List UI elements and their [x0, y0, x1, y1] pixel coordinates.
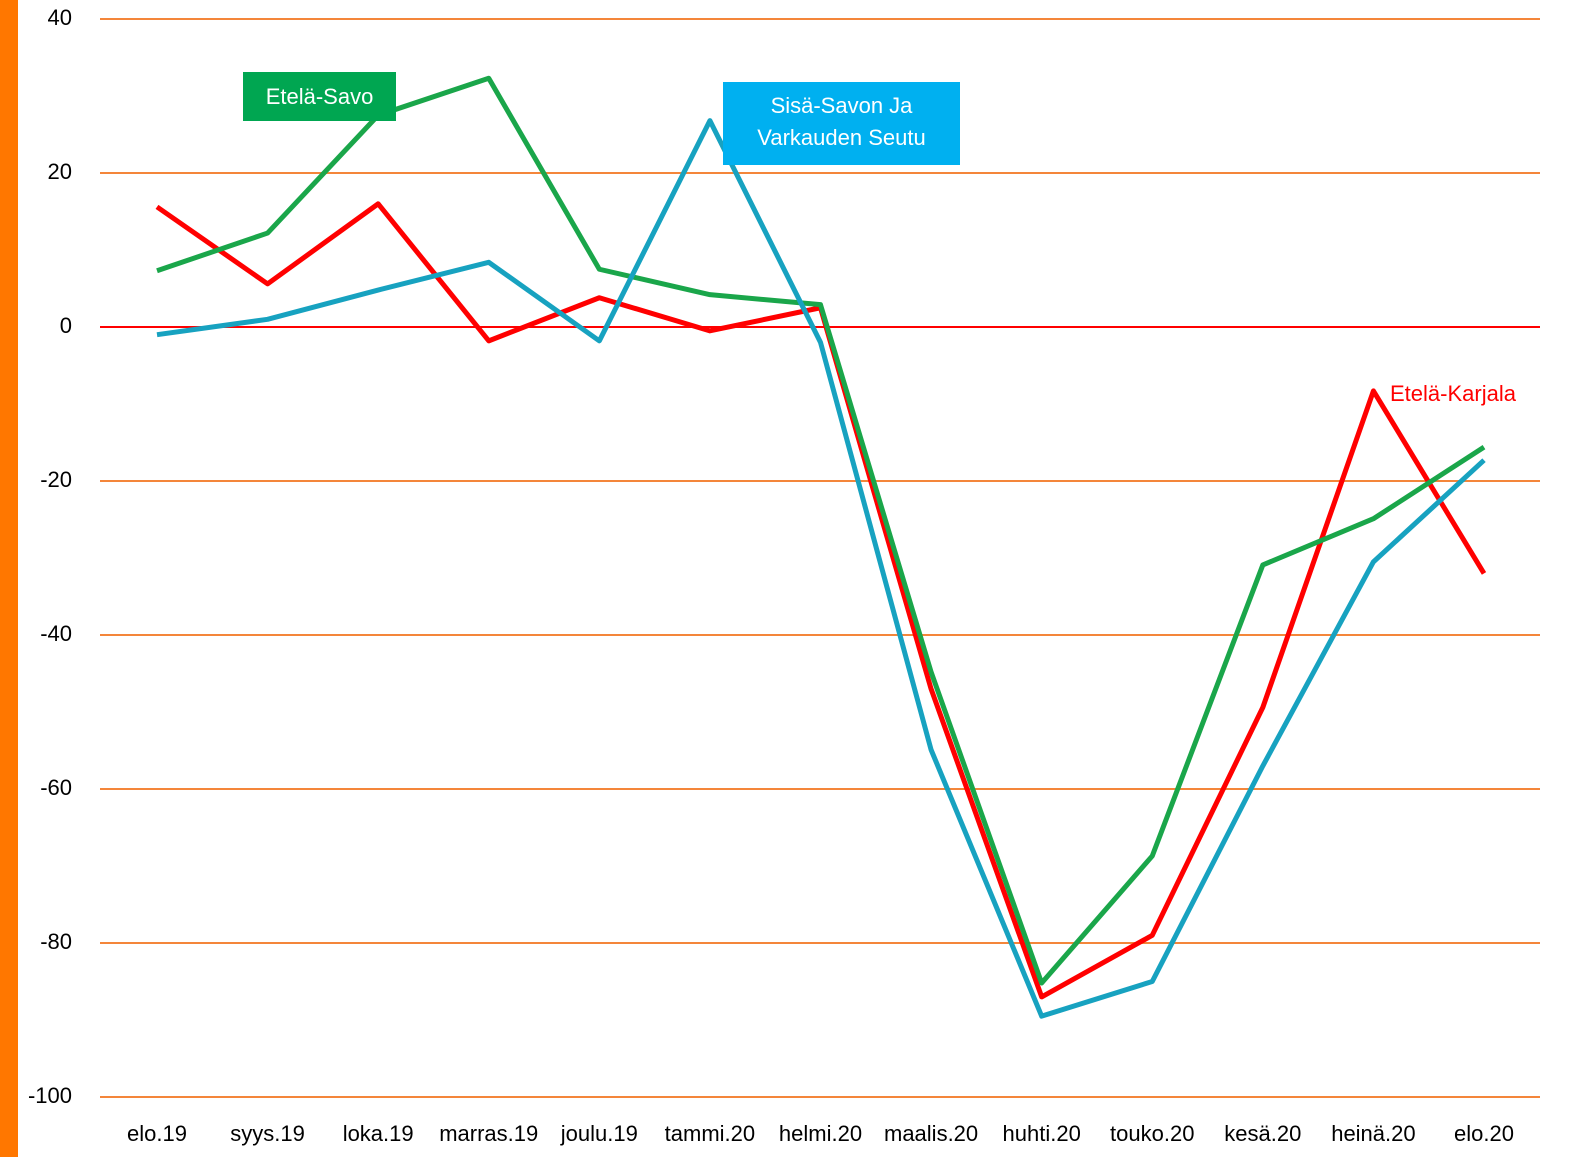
- y-tick-label: -80: [40, 929, 72, 954]
- x-tick-label: heinä.20: [1331, 1121, 1415, 1146]
- x-tick-label: syys.19: [230, 1121, 305, 1146]
- x-tick-label: joulu.19: [560, 1121, 638, 1146]
- y-tick-label: -60: [40, 775, 72, 800]
- series-line: [155, 201, 1487, 1000]
- side-bar: [0, 0, 18, 1157]
- x-tick-label: tammi.20: [665, 1121, 755, 1146]
- x-tick-label: touko.20: [1110, 1121, 1194, 1146]
- x-tick-label: helmi.20: [779, 1121, 862, 1146]
- x-tick-label: marras.19: [439, 1121, 538, 1146]
- series-line: [156, 75, 1486, 986]
- x-tick-label: elo.19: [127, 1121, 187, 1146]
- x-tick-label: huhti.20: [1003, 1121, 1081, 1146]
- x-tick-label: loka.19: [343, 1121, 414, 1146]
- series-label: Etelä-Karjala: [1390, 381, 1516, 406]
- y-tick-label: -20: [40, 467, 72, 492]
- series-line: [156, 118, 1486, 1019]
- series-label: Etelä-Savo: [243, 72, 396, 121]
- y-tick-label: -40: [40, 621, 72, 646]
- y-tick-label: 0: [60, 313, 72, 338]
- x-tick-label: kesä.20: [1224, 1121, 1301, 1146]
- y-tick-label: -100: [28, 1083, 72, 1108]
- y-tick-label: 40: [48, 5, 72, 30]
- series-label: Sisä-Savon Ja Varkauden Seutu: [723, 82, 960, 165]
- x-tick-label: elo.20: [1454, 1121, 1514, 1146]
- x-tick-label: maalis.20: [884, 1121, 978, 1146]
- y-tick-label: 20: [48, 159, 72, 184]
